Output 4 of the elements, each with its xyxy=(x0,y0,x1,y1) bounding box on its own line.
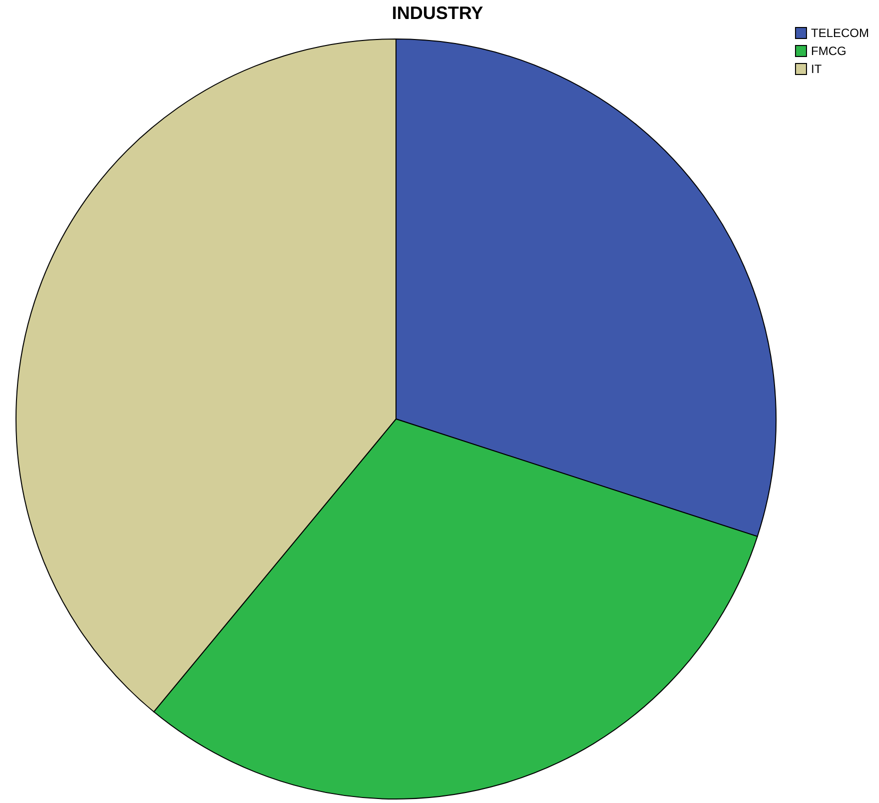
chart-title: INDUSTRY xyxy=(392,3,484,23)
legend-label: FMCG xyxy=(811,44,846,58)
legend-label: IT xyxy=(811,62,822,76)
legend-label: TELECOM xyxy=(811,26,870,40)
